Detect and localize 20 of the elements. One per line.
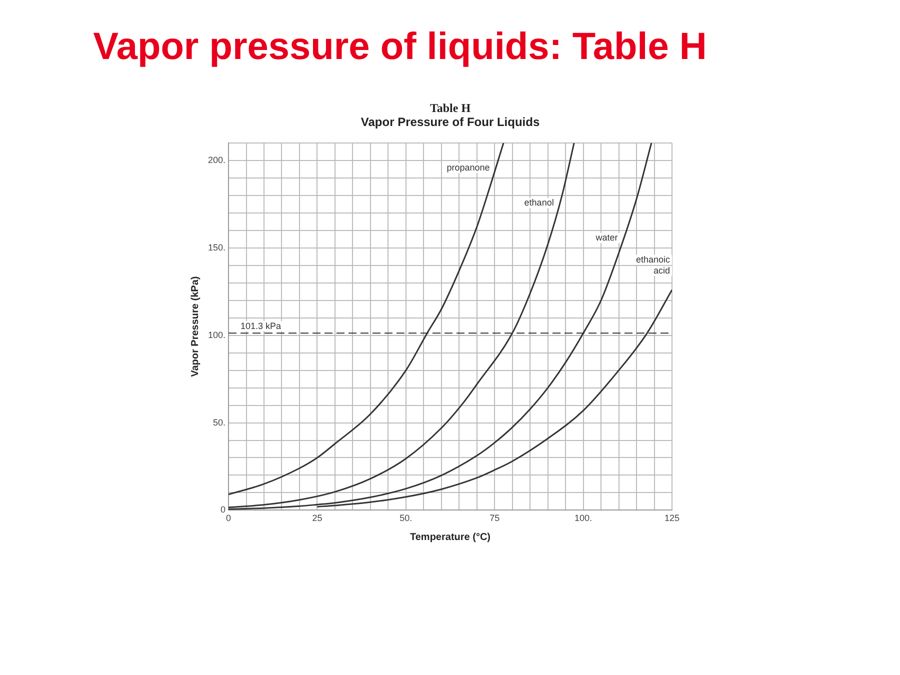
x-tick-label: 50. bbox=[400, 513, 412, 524]
series-label: ethanoic acid bbox=[636, 254, 670, 276]
y-tick-label: 0 bbox=[220, 504, 226, 515]
series-label: ethanol bbox=[524, 197, 554, 208]
chart-title: Vapor pressure of liquids: Table H bbox=[92, 26, 708, 69]
x-axis-title: Temperature (°C) bbox=[410, 532, 491, 543]
series-label: water bbox=[594, 232, 618, 242]
x-tick-label: 100. bbox=[574, 513, 592, 524]
series-label: propanone bbox=[446, 162, 490, 172]
text: Table H bbox=[430, 101, 472, 115]
x-tick-label: 25 bbox=[312, 513, 322, 524]
x-tick-label: 125 bbox=[664, 513, 680, 524]
y-tick-label: 150. bbox=[208, 242, 226, 252]
y-axis-title: Vapor Pressure (kPa) bbox=[190, 276, 201, 377]
ref-line-label: 101.3 kPa bbox=[240, 321, 282, 332]
chart-subtitle: Vapor Pressure of Four Liquids bbox=[360, 115, 540, 129]
y-tick-label: 200. bbox=[208, 154, 226, 165]
y-tick-label: 100. bbox=[208, 330, 226, 340]
y-tick-label: 50. bbox=[213, 417, 226, 428]
x-tick-label: 75 bbox=[490, 513, 500, 524]
